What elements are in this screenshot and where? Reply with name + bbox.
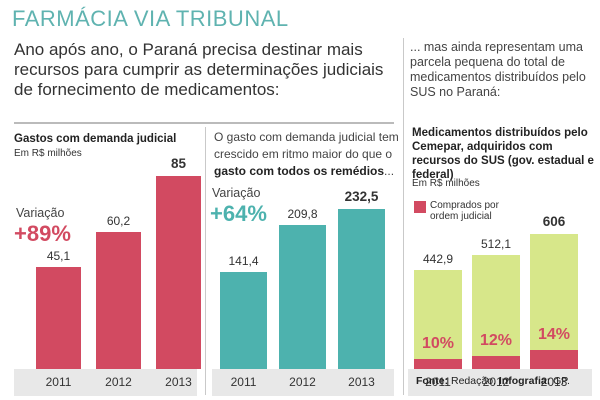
chart3-value-2011: 442,9 [422, 252, 454, 266]
chart3-value-2013: 606 [542, 214, 566, 229]
infographic-value: GP. [553, 375, 570, 387]
chart1-value-2011: 45,1 [46, 249, 71, 263]
chart2-tick-2012: 2012 [289, 375, 316, 389]
chart1-title: Gastos com demanda judicial [14, 133, 177, 145]
chart1-axis-band [14, 369, 197, 396]
chart2-tick-2011: 2011 [230, 375, 257, 389]
chart3-share-2013: 14% [537, 326, 571, 343]
chart2-tick-2013: 2013 [348, 375, 375, 389]
chart2-variation-label: Variação [212, 186, 261, 200]
chart1-bar-2012 [96, 232, 141, 369]
chart2-title-post: ... [384, 164, 395, 178]
chart3-tick-2011: 2011 [425, 375, 451, 389]
infographic-title: FARMÁCIA VIA TRIBUNAL [12, 6, 289, 31]
chart1-tick-2012: 2012 [105, 375, 132, 389]
legend-swatch-judicial [414, 201, 426, 213]
chart2-bar-2012 [279, 225, 326, 369]
chart2-value-2011: 141,4 [228, 254, 259, 268]
chart1-variation-label: Variação [16, 206, 65, 220]
divider-1 [205, 127, 206, 395]
divider-2 [403, 38, 404, 395]
source-credit: Fonte: Redação. Infografia: GP. [416, 375, 570, 387]
chart3-unit: Em R$ milhões [412, 178, 480, 189]
chart2-value-2013: 232,5 [344, 189, 379, 204]
infographic-label: Infografia: [498, 375, 551, 387]
chart2-value-2012: 209,8 [287, 207, 318, 221]
chart2-bar-2013 [338, 209, 385, 369]
chart3-judicial-bar-2012 [472, 356, 520, 369]
chart3-tick-2012: 2012 [482, 375, 510, 389]
chart2-title-pre: O gasto com demanda judicial tem crescid… [214, 130, 399, 161]
legend-label-judicial: Comprados por ordem judicial [430, 200, 499, 222]
chart2-axis-band [212, 369, 394, 396]
source-value: Redação. [451, 375, 496, 387]
chart1-bar-2013 [156, 176, 201, 369]
chart3-share-2011: 10% [421, 335, 455, 352]
chart2-bar-2011 [220, 272, 267, 369]
chart3-bar-2013 [530, 234, 578, 369]
source-label: Fonte: [416, 375, 449, 387]
chart3-judicial-bar-2011 [414, 359, 462, 369]
chart3-title: Medicamentos distribuídos pelo Cemepar, … [412, 127, 594, 181]
chart3-axis-band [408, 369, 592, 396]
chart1-bar-2011 [36, 267, 81, 369]
chart3-bar-2011 [414, 270, 462, 369]
lede-right-text: ... mas ainda representam uma parcela pe… [410, 40, 586, 99]
chart1-variation-value: +89% [14, 221, 71, 246]
chart3-bar-2012 [472, 255, 520, 369]
chart3-value-2012: 512,1 [480, 237, 512, 251]
chart3-tick-2013: 2013 [540, 375, 568, 389]
chart1-tick-2011: 2011 [45, 375, 72, 389]
chart2-title-bold: gasto com todos os remédios [214, 164, 385, 178]
chart1-value-2012: 60,2 [106, 214, 131, 228]
chart1-value-2013: 85 [170, 156, 187, 171]
chart1-tick-2013: 2013 [165, 375, 192, 389]
chart1-unit: Em R$ milhões [14, 148, 82, 159]
chart2-title: O gasto com demanda judicial tem crescid… [214, 129, 399, 180]
divider-top-left [14, 122, 394, 124]
lede-text: Ano após ano, o Paraná precisa destinar … [14, 40, 384, 99]
chart3-share-2012: 12% [479, 332, 513, 349]
chart2-variation-value: +64% [210, 201, 267, 226]
chart3-judicial-bar-2013 [530, 350, 578, 369]
